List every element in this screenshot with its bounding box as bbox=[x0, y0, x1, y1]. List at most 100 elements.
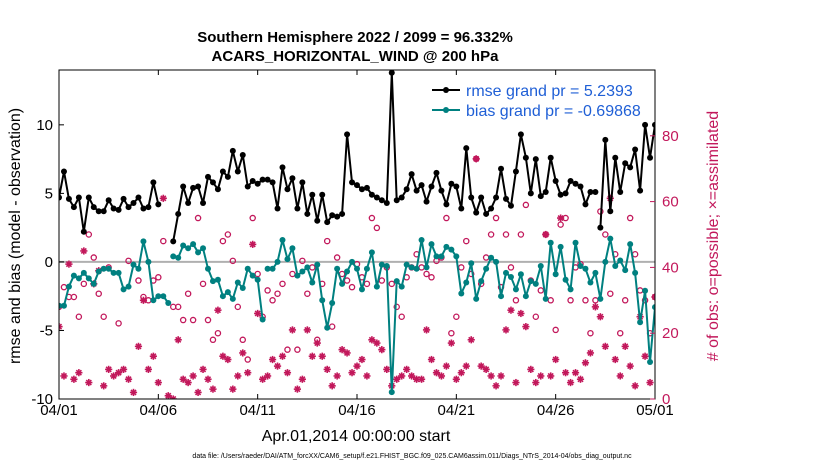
rmse-point bbox=[195, 183, 202, 190]
rmse-point bbox=[468, 194, 475, 201]
bias-point bbox=[90, 280, 97, 287]
obs-possible-marker bbox=[239, 336, 247, 344]
bias-point bbox=[190, 241, 197, 248]
bias-point bbox=[388, 389, 395, 396]
rmse-point bbox=[344, 131, 351, 138]
obs-possible-marker bbox=[234, 303, 242, 311]
obs-possible-marker bbox=[448, 329, 455, 337]
bias-point bbox=[547, 239, 554, 246]
obs-possible-marker bbox=[398, 313, 405, 320]
x-tick-label: 04/16 bbox=[338, 402, 376, 419]
rmse-point bbox=[652, 121, 655, 128]
rmse-point bbox=[259, 176, 266, 183]
bias-point bbox=[458, 290, 465, 297]
rmse-point bbox=[314, 217, 321, 224]
obs-assimilated-marker bbox=[611, 355, 619, 364]
obs-assimilated-marker bbox=[85, 378, 93, 387]
obs-possible-marker bbox=[199, 280, 207, 288]
bias-point bbox=[234, 279, 241, 286]
bias-point bbox=[562, 276, 569, 283]
bias-point bbox=[507, 273, 514, 280]
obs-possible-marker bbox=[224, 231, 232, 238]
rmse-point bbox=[572, 180, 579, 187]
obs-assimilated-marker bbox=[154, 378, 162, 387]
y-tick-label: 5 bbox=[45, 185, 53, 202]
obs-assimilated-marker bbox=[432, 369, 441, 377]
obs-assimilated-marker bbox=[303, 326, 311, 334]
rmse-point bbox=[423, 198, 430, 205]
rmse-point bbox=[115, 206, 122, 213]
bias-point bbox=[463, 279, 470, 286]
bias-point bbox=[160, 293, 167, 300]
rmse-point bbox=[607, 208, 614, 215]
obs-assimilated-marker bbox=[467, 336, 475, 344]
obs-possible-marker bbox=[557, 221, 564, 228]
obs-assimilated-marker bbox=[333, 372, 341, 380]
rmse-point bbox=[512, 168, 519, 175]
obs-assimilated-marker bbox=[80, 247, 88, 255]
rmse-point bbox=[433, 169, 440, 176]
rmse-point bbox=[617, 189, 624, 196]
y2-tick-label: 40 bbox=[662, 259, 679, 276]
bias-point bbox=[105, 265, 112, 272]
rmse-point bbox=[190, 184, 197, 191]
rmse-point bbox=[627, 164, 634, 171]
obs-assimilated-marker bbox=[462, 362, 470, 370]
obs-possible-marker bbox=[492, 214, 500, 222]
obs-assimilated-marker bbox=[115, 369, 123, 377]
bias-point bbox=[95, 268, 102, 275]
bias-point bbox=[393, 278, 400, 285]
obs-assimilated-marker bbox=[75, 369, 83, 377]
obs-assimilated-marker bbox=[403, 365, 411, 373]
obs-assimilated-marker bbox=[408, 372, 416, 380]
rmse-point bbox=[254, 180, 261, 187]
obs-assimilated-marker bbox=[447, 339, 455, 347]
obs-assimilated-marker bbox=[581, 359, 590, 367]
bias-point bbox=[602, 258, 609, 265]
obs-assimilated-marker bbox=[234, 372, 242, 380]
obs-assimilated-marker bbox=[189, 372, 197, 380]
rmse-point bbox=[388, 70, 395, 76]
obs-assimilated-marker bbox=[452, 375, 460, 383]
y2-tick-label: 60 bbox=[662, 194, 679, 211]
obs-assimilated-marker bbox=[60, 372, 68, 380]
rmse-point bbox=[602, 136, 609, 143]
obs-assimilated-marker bbox=[507, 306, 515, 314]
rmse-point bbox=[105, 197, 112, 204]
bias-point bbox=[185, 245, 192, 252]
obs-possible-marker bbox=[80, 280, 88, 288]
x-tick-label: 04/26 bbox=[537, 402, 575, 419]
bias-point bbox=[383, 263, 390, 270]
bias-point bbox=[587, 279, 594, 286]
bias-point bbox=[612, 263, 619, 270]
obs-possible-marker bbox=[95, 290, 102, 297]
obs-assimilated-marker bbox=[278, 352, 287, 360]
bias-point bbox=[642, 287, 649, 294]
bias-point bbox=[473, 295, 480, 302]
rmse-point bbox=[334, 213, 341, 220]
y-tick-label: -10 bbox=[31, 391, 53, 408]
rmse-point bbox=[662, 156, 668, 162]
rmse-point bbox=[373, 194, 380, 201]
y2-axis-label: # of obs: o=possible; ×=assimilated bbox=[705, 111, 722, 361]
bias-point bbox=[289, 245, 296, 252]
rmse-point bbox=[214, 186, 221, 193]
y2-tick-label: 80 bbox=[662, 128, 679, 145]
bias-point bbox=[557, 243, 564, 250]
obs-possible-marker bbox=[294, 346, 301, 353]
bias-point bbox=[130, 261, 137, 268]
rmse-point bbox=[294, 205, 301, 212]
bias-point bbox=[239, 284, 246, 291]
rmse-point bbox=[90, 204, 97, 211]
obs-assimilated-marker bbox=[527, 365, 535, 373]
obs-assimilated-marker bbox=[522, 323, 530, 331]
rmse-point bbox=[125, 204, 132, 211]
chart-subtitle: ACARS_HORIZONTAL_WIND @ 200 hPa bbox=[212, 48, 500, 65]
obs-assimilated-marker bbox=[363, 372, 371, 380]
obs-assimilated-marker bbox=[517, 309, 525, 318]
obs-possible-marker bbox=[502, 231, 510, 238]
rmse-point bbox=[319, 191, 326, 198]
obs-possible-marker bbox=[274, 290, 281, 297]
obs-assimilated-marker bbox=[328, 382, 336, 390]
obs-assimilated-marker bbox=[204, 375, 212, 383]
